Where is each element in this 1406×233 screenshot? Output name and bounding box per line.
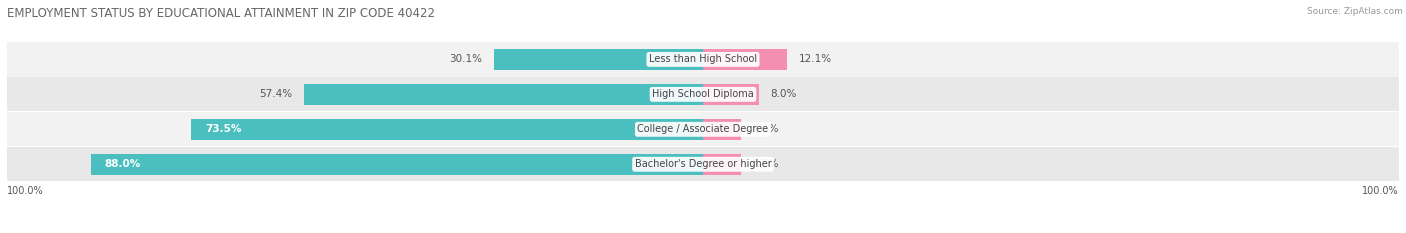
Text: 100.0%: 100.0% bbox=[7, 186, 44, 196]
Bar bbox=[703, 49, 787, 70]
Bar bbox=[7, 112, 1399, 147]
Text: 5.5%: 5.5% bbox=[752, 159, 779, 169]
Text: 12.1%: 12.1% bbox=[799, 55, 831, 64]
Bar bbox=[7, 147, 1399, 182]
Text: 88.0%: 88.0% bbox=[104, 159, 141, 169]
Text: 100.0%: 100.0% bbox=[1362, 186, 1399, 196]
Text: 5.4%: 5.4% bbox=[752, 124, 778, 134]
Text: Less than High School: Less than High School bbox=[650, 55, 756, 64]
Text: Bachelor's Degree or higher: Bachelor's Degree or higher bbox=[634, 159, 772, 169]
Text: 8.0%: 8.0% bbox=[770, 89, 796, 99]
Text: 57.4%: 57.4% bbox=[259, 89, 292, 99]
Bar bbox=[703, 154, 741, 175]
Text: Source: ZipAtlas.com: Source: ZipAtlas.com bbox=[1308, 7, 1403, 16]
Text: EMPLOYMENT STATUS BY EDUCATIONAL ATTAINMENT IN ZIP CODE 40422: EMPLOYMENT STATUS BY EDUCATIONAL ATTAINM… bbox=[7, 7, 434, 20]
Bar bbox=[191, 119, 703, 140]
Text: 73.5%: 73.5% bbox=[205, 124, 242, 134]
Bar bbox=[703, 119, 741, 140]
Bar bbox=[304, 84, 703, 105]
Text: High School Diploma: High School Diploma bbox=[652, 89, 754, 99]
Bar bbox=[90, 154, 703, 175]
Bar bbox=[494, 49, 703, 70]
Bar bbox=[7, 42, 1399, 76]
Text: 30.1%: 30.1% bbox=[450, 55, 482, 64]
Text: College / Associate Degree: College / Associate Degree bbox=[637, 124, 769, 134]
Bar bbox=[703, 84, 759, 105]
Legend: In Labor Force, Unemployed: In Labor Force, Unemployed bbox=[610, 231, 796, 233]
Bar bbox=[7, 77, 1399, 112]
